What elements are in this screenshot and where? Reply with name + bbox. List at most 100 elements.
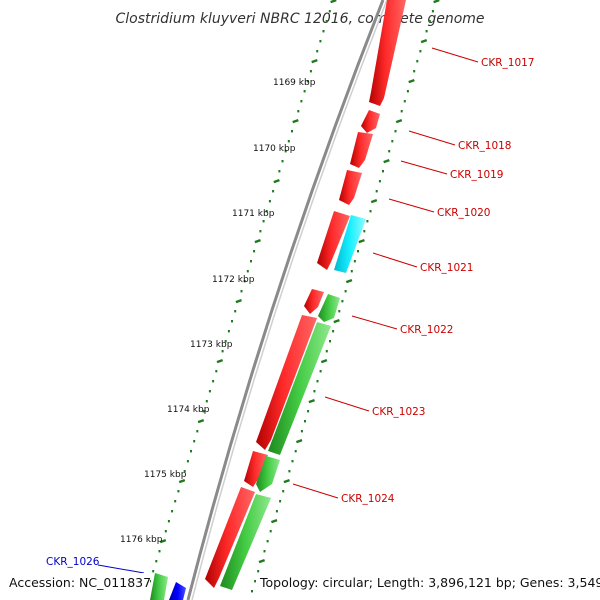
inner-minor-tick: [279, 500, 282, 503]
topology-text: Topology: circular; Length: 3,896,121 bp…: [259, 575, 600, 590]
backbone: [186, 0, 388, 600]
gene-cds-1020[interactable]: [339, 170, 362, 205]
inner-major-tick: [345, 278, 353, 284]
outer-minor-tick: [196, 430, 199, 433]
outer-major-tick: [330, 0, 337, 4]
outer-minor-tick: [152, 570, 155, 573]
gene-rna-1023[interactable]: [268, 322, 331, 455]
inner-minor-tick: [332, 330, 335, 333]
gene-cds-1022[interactable]: [304, 289, 324, 314]
outer-major-tick: [159, 538, 167, 544]
gene-rna-1024[interactable]: [256, 456, 280, 492]
gene-cds-1017[interactable]: [369, 0, 406, 106]
outer-minor-tick: [250, 260, 252, 263]
inner-minor-tick: [363, 230, 366, 233]
inner-minor-tick: [313, 390, 316, 393]
gene-label-ckr-1024[interactable]: CKR_1024: [341, 493, 395, 505]
gene-misc-1021[interactable]: [334, 215, 366, 273]
outer-minor-tick: [297, 110, 300, 113]
inner-minor-tick: [391, 140, 394, 143]
gene-label-ckr-1026[interactable]: CKR_1026: [46, 556, 100, 568]
outer-minor-tick: [300, 100, 303, 103]
gene-rna-1026[interactable]: [150, 573, 168, 600]
inner-major-tick: [320, 358, 328, 364]
outer-minor-tick: [177, 490, 180, 493]
outer-minor-tick: [253, 250, 256, 253]
inner-minor-tick: [353, 260, 356, 263]
outer-minor-tick: [164, 530, 167, 533]
gene-rna-1022[interactable]: [318, 294, 340, 322]
outer-minor-tick: [155, 560, 158, 563]
outer-minor-tick: [309, 70, 312, 73]
outer-minor-tick: [240, 290, 243, 293]
outer-minor-tick: [174, 500, 177, 503]
inner-major-tick: [433, 0, 440, 4]
inner-minor-tick: [341, 300, 344, 303]
inner-minor-tick: [357, 250, 359, 253]
gene-cds-1019[interactable]: [350, 132, 373, 168]
inner-major-tick: [333, 318, 340, 324]
inner-major-tick: [283, 478, 290, 484]
inner-minor-tick: [416, 60, 419, 63]
outer-minor-tick: [306, 80, 309, 83]
inner-minor-tick: [275, 510, 278, 513]
gene-label-ckr-1022[interactable]: CKR_1022: [400, 324, 453, 336]
gene-labels: CKR_1017 CKR_1018 CKR_1019 CKR_1020 CKR_…: [46, 57, 534, 568]
outer-minor-tick: [265, 210, 268, 213]
inner-major-tick: [308, 398, 315, 404]
kbp-label-1171: 1171 kbp: [232, 209, 275, 219]
outer-major-tick: [216, 358, 224, 364]
outer-minor-tick: [183, 470, 186, 473]
gene-cds-1023-red[interactable]: [256, 315, 317, 450]
gene-label-ckr-1020[interactable]: CKR_1020: [437, 207, 490, 219]
outer-minor-tick: [262, 220, 265, 223]
gene-label-ckr-1018[interactable]: CKR_1018: [458, 140, 511, 152]
gene-cds-1024-red[interactable]: [244, 451, 268, 487]
outer-minor-tick: [328, 10, 331, 13]
outer-minor-tick: [278, 170, 281, 173]
outer-minor-tick: [202, 410, 205, 413]
outer-minor-tick: [171, 510, 174, 513]
outer-minor-tick: [281, 160, 284, 163]
kbp-label-1176: 1176 kbp: [120, 535, 163, 545]
label-leader-lines: [292, 47, 479, 499]
gene-cds-1021-red[interactable]: [317, 211, 350, 270]
inner-minor-tick: [304, 420, 306, 423]
gene-label-ckr-1017[interactable]: CKR_1017: [481, 57, 534, 69]
inner-major-tick: [395, 118, 403, 124]
inner-minor-tick: [282, 490, 285, 493]
outer-minor-tick: [319, 40, 322, 43]
inner-minor-tick: [291, 460, 294, 463]
gene-label-ckr-1023[interactable]: CKR_1023: [372, 406, 425, 418]
inner-minor-tick: [319, 370, 322, 373]
leader-ckr-1022: [351, 315, 398, 330]
kbp-labels: 1169 kbp 1170 kbp 1171 kbp 1172 kbp 1173…: [120, 78, 316, 545]
inner-minor-tick: [316, 380, 319, 383]
outer-major-tick: [273, 178, 280, 184]
inner-minor-tick: [388, 150, 391, 153]
outer-major-tick: [292, 118, 299, 124]
inner-minor-tick: [394, 130, 397, 133]
inner-minor-tick: [251, 590, 253, 593]
outer-minor-tick: [325, 20, 328, 23]
gene-cds-1025[interactable]: [205, 487, 255, 588]
leader-ckr-1019: [400, 160, 448, 175]
outer-minor-tick: [221, 350, 224, 353]
gene-trna-1026[interactable]: [169, 582, 186, 600]
outer-major-tick: [235, 298, 242, 304]
outer-minor-tick: [284, 150, 287, 153]
outer-minor-tick: [234, 310, 237, 313]
gene-cds-1018[interactable]: [361, 110, 380, 133]
gene-label-ckr-1019[interactable]: CKR_1019: [450, 169, 503, 181]
gene-rna-1024b[interactable]: [220, 494, 271, 590]
inner-minor-tick: [294, 450, 297, 453]
topology-backdrop: [256, 573, 596, 591]
leader-ckr-1024: [292, 483, 339, 499]
inner-minor-tick: [350, 270, 353, 273]
gene-label-ckr-1021[interactable]: CKR_1021: [420, 262, 473, 274]
outer-minor-tick: [316, 50, 319, 53]
outer-minor-tick: [243, 280, 246, 283]
kbp-label-1172: 1172 kbp: [212, 275, 255, 285]
inner-minor-tick: [382, 170, 384, 173]
